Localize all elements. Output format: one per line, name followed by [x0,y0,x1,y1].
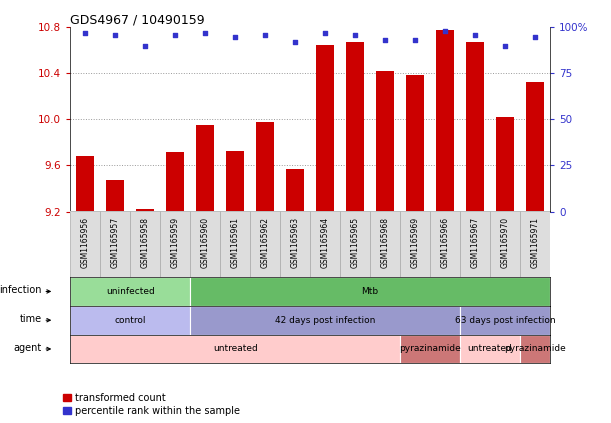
Point [470,31,480,38]
Point [530,33,540,40]
Text: GSM1165963: GSM1165963 [291,217,299,268]
Text: GSM1165964: GSM1165964 [321,217,329,268]
Text: 42 days post infection: 42 days post infection [275,316,375,325]
Bar [76,157,94,212]
Bar [520,212,550,277]
Bar [310,212,340,277]
Bar [286,169,304,212]
Bar [166,152,184,212]
Text: infection: infection [0,285,42,295]
Bar [466,42,484,212]
Bar [376,71,394,212]
Bar [106,181,124,212]
Bar [250,212,280,277]
Text: untreated: untreated [213,344,257,354]
Point [141,43,150,49]
Point [410,37,420,44]
Bar [190,212,220,277]
Point [260,31,270,38]
Bar [70,335,400,363]
Text: time: time [20,314,42,324]
Point [440,28,450,35]
Text: GSM1165970: GSM1165970 [500,217,510,268]
Bar [520,335,550,363]
Legend: transformed count, percentile rank within the sample: transformed count, percentile rank withi… [63,393,240,416]
Bar [136,209,154,212]
Point [230,33,240,40]
Bar [70,277,190,306]
Point [380,37,390,44]
Bar [190,277,550,306]
Text: GSM1165960: GSM1165960 [200,217,210,268]
Text: control: control [114,316,146,325]
Text: GSM1165957: GSM1165957 [111,217,120,268]
Text: GSM1165958: GSM1165958 [141,217,150,268]
Bar [460,212,490,277]
Bar [496,117,514,212]
Bar [70,212,100,277]
Text: 63 days post infection: 63 days post infection [455,316,555,325]
Point [170,31,180,38]
Bar [220,212,250,277]
Text: pyrazinamide: pyrazinamide [504,344,566,354]
Text: GDS4967 / 10490159: GDS4967 / 10490159 [70,14,205,26]
Text: GSM1165962: GSM1165962 [261,217,269,268]
Text: GSM1165966: GSM1165966 [441,217,450,268]
Point [290,39,300,46]
Point [111,31,120,38]
Bar [460,306,550,335]
Point [500,43,510,49]
Text: Mtb: Mtb [362,287,379,296]
Text: GSM1165959: GSM1165959 [170,217,180,268]
Point [320,30,330,36]
Text: GSM1165971: GSM1165971 [530,217,540,268]
Bar [130,212,160,277]
Text: GSM1165967: GSM1165967 [470,217,480,268]
Bar [400,212,430,277]
Bar [160,212,190,277]
Bar [526,82,544,212]
Point [81,30,90,36]
Text: GSM1165956: GSM1165956 [81,217,90,268]
Point [350,31,360,38]
Point [200,30,210,36]
Bar [256,122,274,212]
Bar [430,212,460,277]
Bar [100,212,130,277]
Text: GSM1165961: GSM1165961 [230,217,240,268]
Bar [346,42,364,212]
Text: uninfected: uninfected [106,287,155,296]
Text: GSM1165968: GSM1165968 [381,217,390,268]
Bar [436,30,454,212]
Bar [226,151,244,212]
Bar [196,125,214,212]
Bar [406,74,424,212]
Text: GSM1165965: GSM1165965 [351,217,359,268]
Text: pyrazinamide: pyrazinamide [399,344,461,354]
Bar [490,212,520,277]
Bar [340,212,370,277]
Text: GSM1165969: GSM1165969 [411,217,420,268]
Text: agent: agent [13,343,42,352]
Bar [460,335,520,363]
Bar [316,45,334,212]
Bar [70,306,190,335]
Bar [280,212,310,277]
Bar [370,212,400,277]
Bar [190,306,460,335]
Text: untreated: untreated [467,344,512,354]
Bar [400,335,460,363]
